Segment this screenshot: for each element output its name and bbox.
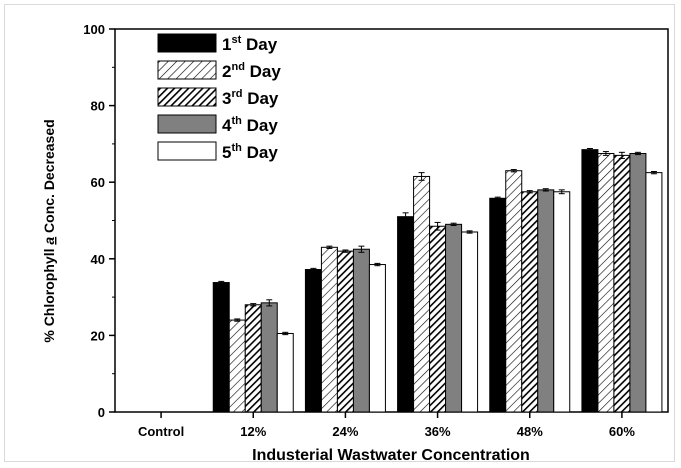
bar [320, 246, 338, 413]
legend-swatch [157, 114, 217, 134]
bar [368, 264, 386, 413]
legend-swatch [157, 33, 217, 53]
bar [521, 191, 539, 413]
bar [581, 149, 599, 413]
bar [413, 175, 431, 413]
bar [489, 197, 507, 413]
y-tick-label: 80 [91, 99, 105, 114]
legend-swatch [157, 141, 217, 161]
x-axis-title: Industerial Wastwater Concentration [252, 447, 530, 464]
bar [304, 269, 322, 413]
bar [553, 191, 571, 413]
y-axis-title-italic: a [41, 237, 57, 245]
chart-frame [4, 4, 675, 462]
y-tick-label: 0 [98, 405, 105, 420]
bar [336, 250, 354, 413]
bar [228, 319, 246, 413]
bar [537, 189, 555, 413]
bar [461, 231, 479, 413]
legend-swatch [157, 87, 217, 107]
legend-label: 2nd Day [222, 61, 281, 81]
bar [212, 282, 230, 413]
x-tick-label: 24% [332, 424, 358, 439]
y-axis-title-before: % Chlorophyll [41, 245, 57, 343]
y-axis-title: % Chlorophyll a Conc. Decreased [41, 119, 57, 342]
bar [260, 302, 278, 413]
bar [276, 332, 294, 413]
y-tick-label: 20 [91, 328, 105, 343]
legend-label: 3rd Day [222, 88, 279, 108]
x-tick-label: 48% [517, 424, 543, 439]
bar [397, 216, 415, 413]
bar [244, 304, 262, 413]
legend-label: 5th Day [222, 142, 278, 162]
x-tick-label: 60% [609, 424, 635, 439]
y-tick-label: 100 [83, 22, 105, 37]
x-tick-label: 12% [240, 424, 266, 439]
bar [645, 172, 663, 413]
x-tick-label: 36% [425, 424, 451, 439]
bar [429, 225, 447, 413]
legend-label: 4th Day [222, 115, 278, 135]
bar [629, 152, 647, 413]
bar [505, 170, 523, 413]
x-tick-label: Control [138, 424, 184, 439]
bar [613, 154, 631, 413]
y-tick-label: 60 [91, 175, 105, 190]
y-tick-label: 40 [91, 252, 105, 267]
legend-label: 1st Day [222, 34, 278, 54]
bar [352, 248, 370, 413]
bar [445, 223, 463, 413]
y-axis-title-after: Conc. Decreased [41, 119, 57, 237]
legend-swatch [157, 60, 217, 80]
bar [597, 152, 615, 413]
